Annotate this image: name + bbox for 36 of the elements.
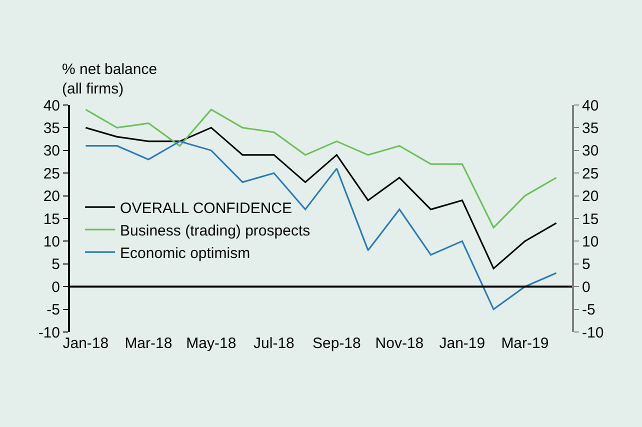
y2-tick-label: 15 xyxy=(582,210,599,228)
y2-tick-label: 0 xyxy=(582,278,590,296)
x-tick-label: Sep-18 xyxy=(312,335,361,352)
y-tick-label: 10 xyxy=(43,233,60,250)
y2-tick-label: 40 xyxy=(582,97,599,114)
y-tick-label: 20 xyxy=(43,188,60,206)
y2-tick-label: -5 xyxy=(582,302,596,319)
legend-label: Economic optimism xyxy=(120,244,250,262)
legend-label: OVERALL CONFIDENCE xyxy=(120,200,292,217)
x-tick-label: Mar-18 xyxy=(124,335,172,352)
y-tick-label: 30 xyxy=(43,142,60,160)
x-tick-label: May-18 xyxy=(186,335,236,352)
line-series xyxy=(84,126,558,270)
y2-tick-label: 35 xyxy=(582,120,599,137)
legend-label: Business (trading) prospects xyxy=(120,222,310,240)
y2-tick-label: 10 xyxy=(582,233,599,250)
y-tick-label: 40 xyxy=(43,97,60,114)
y2-tick-label: 20 xyxy=(582,188,599,206)
y-tick-label: 15 xyxy=(43,210,60,228)
line-series xyxy=(84,140,558,310)
y-axis-title: % net balance (all firms) xyxy=(62,61,158,98)
y2-tick-label: 25 xyxy=(582,165,599,182)
y-tick-label: 0 xyxy=(52,278,60,296)
y-tick-label: 35 xyxy=(43,120,60,137)
x-tick-label: Mar-19 xyxy=(501,335,549,352)
y-tick-label: 5 xyxy=(52,256,60,274)
y2-tick-label: 5 xyxy=(582,256,590,274)
x-tick-label: Jul-18 xyxy=(254,335,294,352)
x-tick-label: Jan-19 xyxy=(439,335,486,352)
y-tick-label: -10 xyxy=(38,324,60,342)
y2-tick-label: -10 xyxy=(582,324,604,342)
y2-tick-label: 30 xyxy=(582,142,599,160)
x-tick-label: Nov-18 xyxy=(375,335,424,352)
x-tick-label: Jan-18 xyxy=(62,335,109,352)
y-tick-label: 25 xyxy=(43,165,60,182)
y-tick-label: -5 xyxy=(46,302,60,319)
